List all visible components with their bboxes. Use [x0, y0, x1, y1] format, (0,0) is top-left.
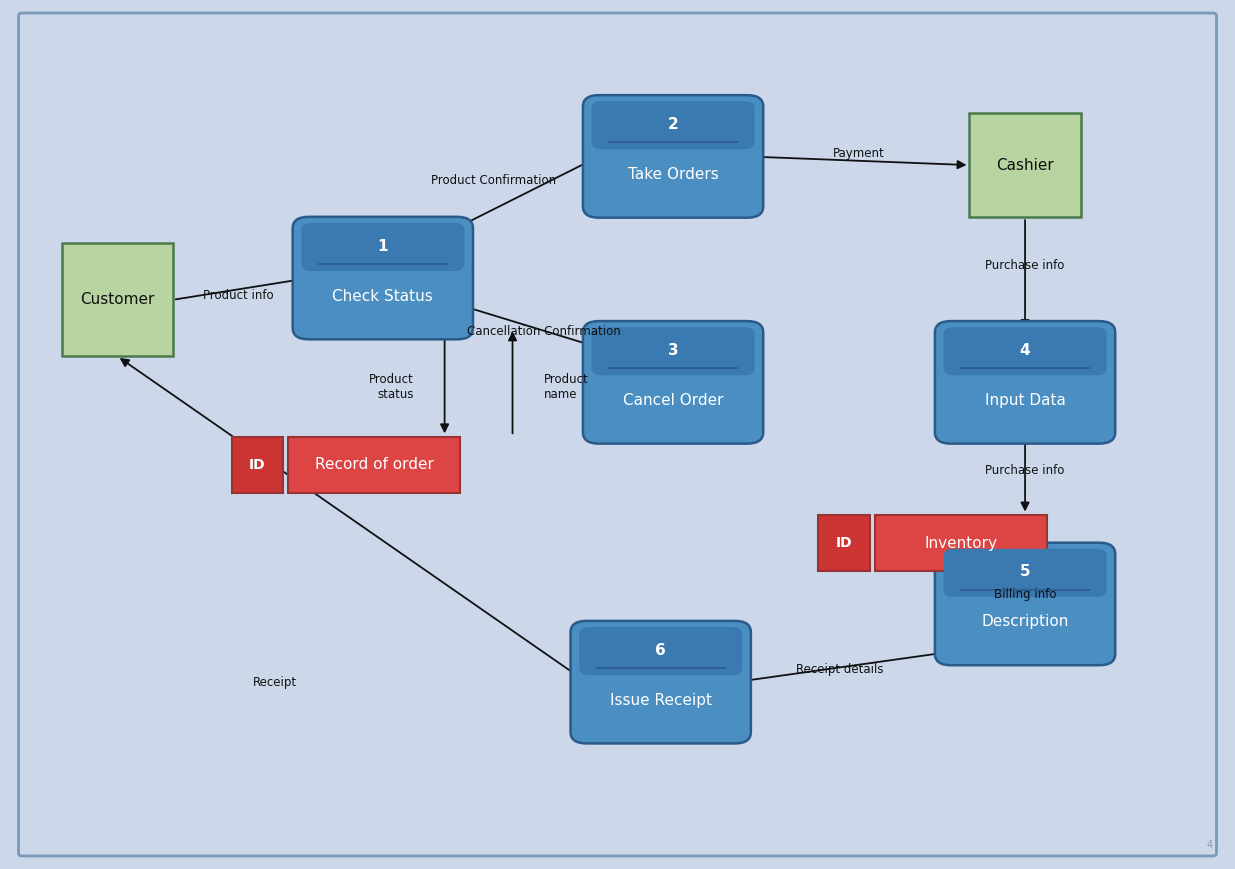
Text: ID: ID [836, 536, 852, 550]
FancyBboxPatch shape [293, 216, 473, 339]
Text: 4: 4 [1020, 343, 1030, 358]
Text: 4: 4 [1207, 839, 1213, 850]
FancyBboxPatch shape [583, 321, 763, 443]
Text: 5: 5 [1020, 565, 1030, 580]
FancyBboxPatch shape [592, 327, 755, 375]
Text: Billing info: Billing info [994, 588, 1056, 600]
FancyBboxPatch shape [583, 96, 763, 218]
Text: Cancel Order: Cancel Order [622, 393, 724, 408]
Text: Product info: Product info [203, 289, 274, 302]
FancyBboxPatch shape [579, 627, 742, 675]
Text: 6: 6 [656, 643, 666, 658]
FancyBboxPatch shape [19, 13, 1216, 856]
FancyBboxPatch shape [969, 113, 1081, 217]
FancyBboxPatch shape [289, 436, 461, 494]
Text: Product
name: Product name [543, 373, 588, 401]
Text: Product
status: Product status [369, 373, 414, 401]
Text: Product Confirmation: Product Confirmation [431, 175, 557, 187]
FancyBboxPatch shape [818, 514, 869, 572]
FancyBboxPatch shape [935, 321, 1115, 443]
FancyBboxPatch shape [935, 542, 1115, 666]
Text: 3: 3 [668, 343, 678, 358]
FancyBboxPatch shape [874, 514, 1047, 572]
Text: Issue Receipt: Issue Receipt [610, 693, 711, 707]
FancyBboxPatch shape [571, 620, 751, 744]
Text: Customer: Customer [80, 292, 154, 308]
Text: Cancellation Confirmation: Cancellation Confirmation [467, 326, 620, 338]
Text: 1: 1 [378, 239, 388, 254]
FancyBboxPatch shape [62, 243, 173, 356]
Text: Description: Description [982, 614, 1068, 629]
Text: Inventory: Inventory [924, 535, 998, 551]
Text: Payment: Payment [832, 148, 884, 160]
FancyBboxPatch shape [232, 436, 284, 494]
Text: Check Status: Check Status [332, 289, 433, 303]
FancyBboxPatch shape [592, 102, 755, 149]
Text: 2: 2 [668, 117, 678, 132]
Text: Input Data: Input Data [984, 393, 1066, 408]
Text: Cashier: Cashier [997, 157, 1053, 173]
Text: Receipt: Receipt [253, 676, 298, 688]
FancyBboxPatch shape [301, 223, 464, 271]
FancyBboxPatch shape [944, 327, 1107, 375]
Text: ID: ID [249, 458, 266, 472]
Text: Record of order: Record of order [315, 457, 433, 473]
Text: Receipt details: Receipt details [797, 663, 883, 675]
Text: Take Orders: Take Orders [627, 167, 719, 182]
Text: Purchase info: Purchase info [986, 465, 1065, 477]
FancyBboxPatch shape [944, 549, 1107, 597]
Text: Purchase info: Purchase info [986, 259, 1065, 271]
